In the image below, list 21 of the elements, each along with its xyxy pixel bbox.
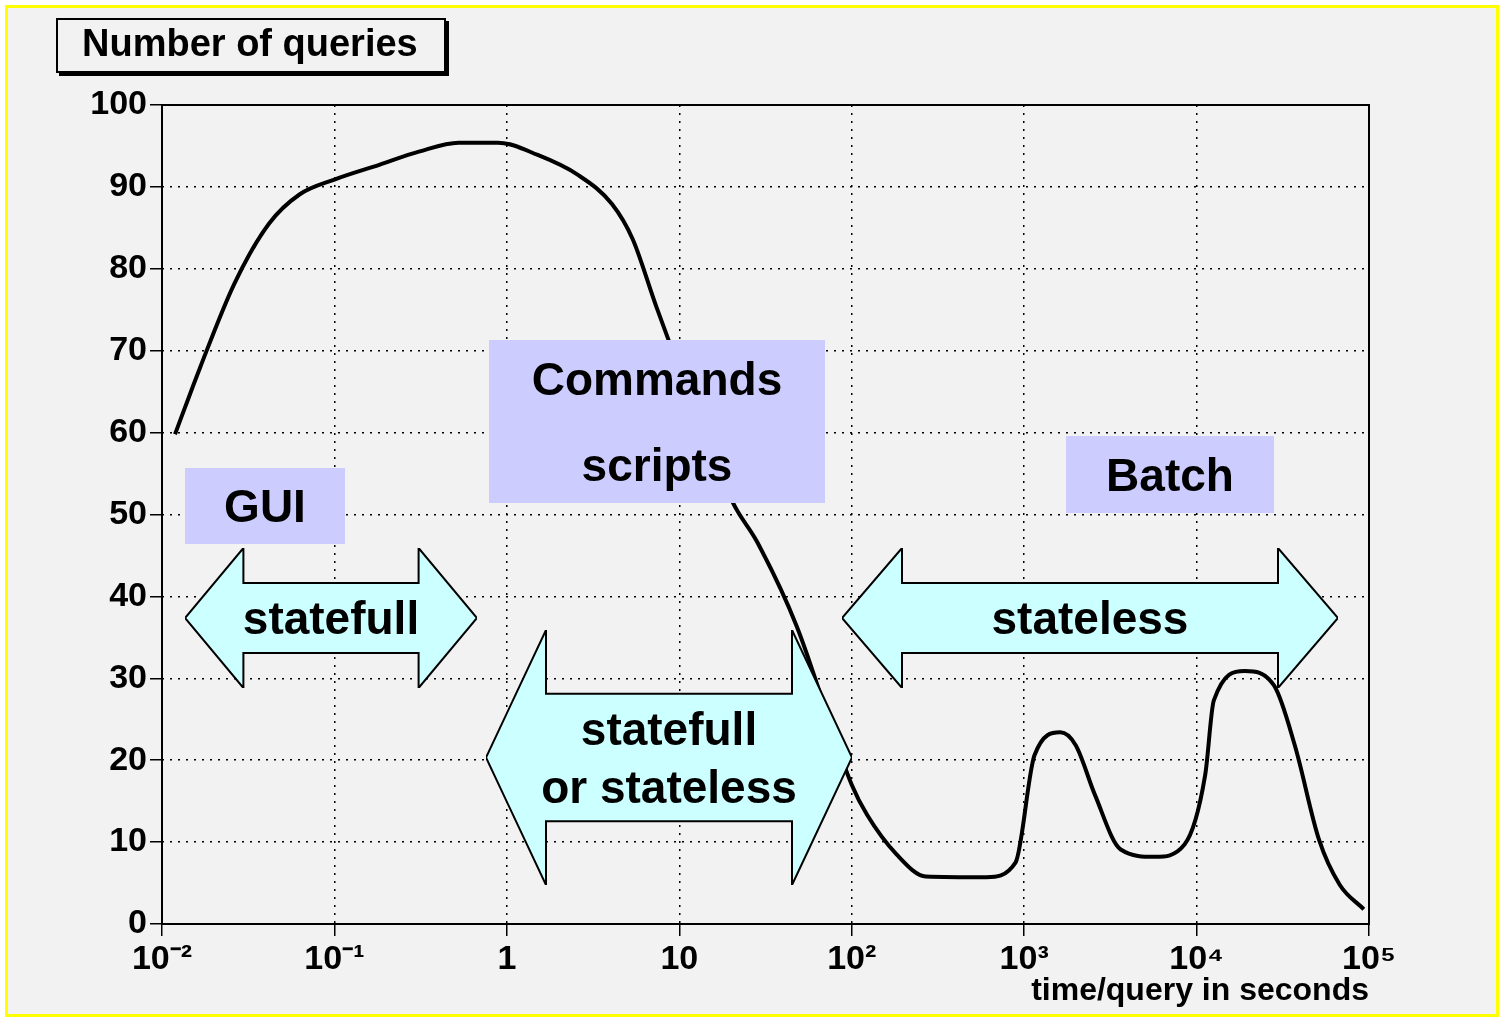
y-tick-label: 40	[109, 574, 147, 613]
annotation: GUI	[224, 479, 306, 534]
y-tick-label: 90	[109, 165, 147, 204]
y-tick-label: 20	[109, 738, 147, 777]
y-tick-label: 50	[109, 492, 147, 531]
x-tick-label: 10⁻¹	[304, 937, 365, 976]
y-tick-label: 10	[109, 820, 147, 859]
y-tick-label: 30	[109, 656, 147, 695]
y-tick-label: 80	[109, 247, 147, 286]
y-tick-label: 60	[109, 410, 147, 449]
x-tick-label: 10²	[827, 937, 877, 976]
chart-title: Number of queries	[56, 18, 446, 73]
x-tick-label: 10	[660, 937, 699, 976]
y-tick-label: 100	[90, 83, 147, 122]
annotation: Batch	[1106, 447, 1234, 503]
y-tick-label: 70	[109, 329, 147, 368]
x-tick-label: 1	[497, 937, 517, 976]
annotation: statefull or stateless	[541, 701, 797, 815]
annotation: statefull	[242, 591, 420, 646]
annotation: stateless	[991, 591, 1189, 646]
annotation: Commands scripts	[531, 351, 783, 493]
